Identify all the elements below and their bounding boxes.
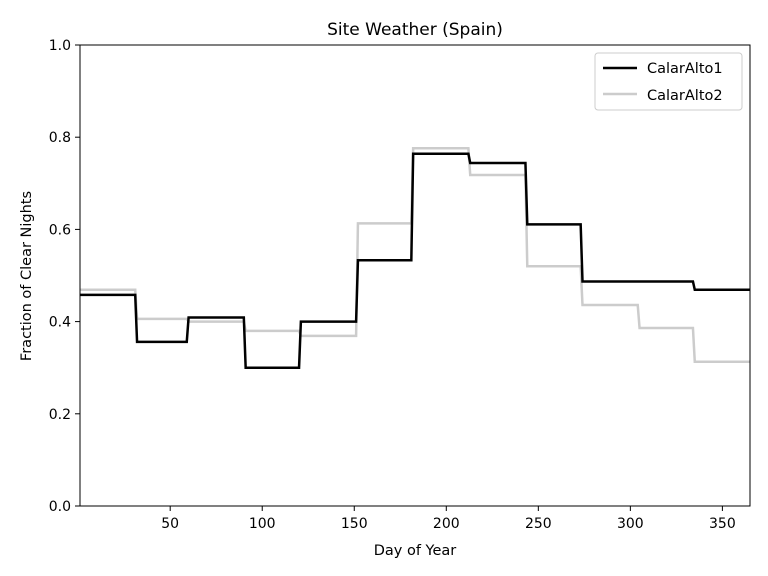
y-tick-label: 0.6 bbox=[49, 222, 71, 238]
series-line-calaralto1 bbox=[80, 152, 750, 369]
chart-title: Site Weather (Spain) bbox=[327, 20, 503, 40]
y-tick-label: 1.0 bbox=[49, 38, 71, 54]
x-tick-label: 250 bbox=[525, 516, 552, 532]
x-axis-label: Day of Year bbox=[374, 543, 457, 559]
x-axis-ticks: 50 100 150 200 250 300 350 bbox=[161, 506, 736, 532]
x-tick-label: 200 bbox=[433, 516, 460, 532]
x-tick-label: 150 bbox=[341, 516, 368, 532]
plot-background bbox=[80, 45, 750, 506]
y-tick-label: 0.4 bbox=[49, 315, 71, 331]
y-axis-ticks: 0.0 0.2 0.4 0.6 0.8 1.0 bbox=[49, 38, 80, 515]
legend-label-series-2: CalarAlto2 bbox=[647, 88, 723, 104]
legend: CalarAlto1 CalarAlto2 bbox=[594, 52, 743, 111]
y-tick-label: 0.2 bbox=[49, 407, 71, 423]
series-layer bbox=[80, 147, 750, 369]
plot-frame bbox=[79, 44, 751, 507]
y-axis-label: Fraction of Clear Nights bbox=[19, 191, 35, 361]
x-tick-label: 100 bbox=[249, 516, 276, 532]
x-tick-label: 300 bbox=[617, 516, 644, 532]
y-tick-label: 0.8 bbox=[49, 130, 71, 146]
x-tick-label: 50 bbox=[161, 516, 179, 532]
y-tick-label: 0.0 bbox=[49, 499, 71, 515]
plot-area bbox=[79, 44, 751, 507]
x-tick-label: 350 bbox=[709, 516, 736, 532]
legend-label-series-1: CalarAlto1 bbox=[647, 61, 723, 77]
